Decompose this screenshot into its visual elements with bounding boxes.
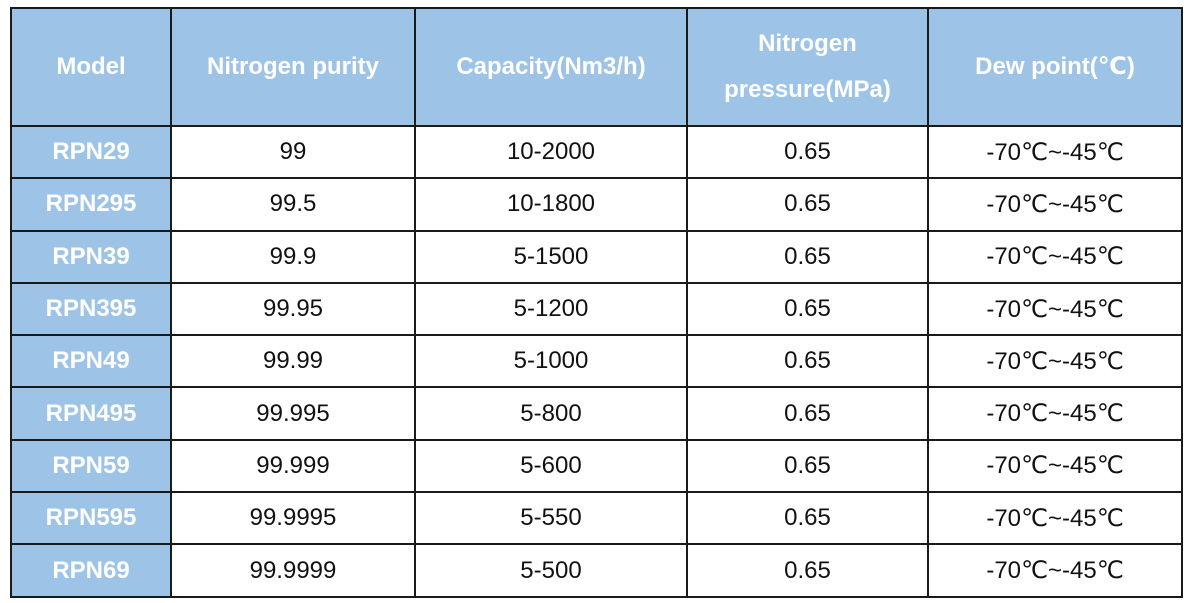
cell-nitrogen-pressure: 0.65 [686,229,929,284]
table-row: RPN59 99.999 5-600 0.65 -70℃~-45℃ [10,438,1183,494]
cell-capacity: 10-1800 [414,177,688,232]
cell-capacity: 5-1000 [414,334,688,389]
header-nitrogen-pressure: Nitrogen pressure(MPa) [686,7,929,127]
cell-model: RPN69 [10,543,172,598]
table-row: RPN29 99 10-2000 0.65 -70℃~-45℃ [10,124,1183,180]
cell-capacity: 5-550 [414,491,688,546]
cell-nitrogen-pressure: 0.65 [686,177,929,232]
cell-dew-point: -70℃~-45℃ [927,124,1183,180]
cell-model: RPN29 [10,124,172,180]
cell-dew-point: -70℃~-45℃ [927,386,1183,441]
cell-model: RPN595 [10,491,172,546]
header-dew-point: Dew point(℃) [927,7,1183,127]
cell-dew-point: -70℃~-45℃ [927,438,1183,494]
cell-nitrogen-purity: 99.9 [170,229,416,284]
cell-nitrogen-purity: 99.999 [170,438,416,494]
cell-nitrogen-pressure: 0.65 [686,438,929,494]
cell-nitrogen-pressure: 0.65 [686,491,929,546]
cell-nitrogen-pressure: 0.65 [686,386,929,441]
cell-model: RPN395 [10,281,172,337]
cell-nitrogen-pressure: 0.65 [686,124,929,180]
table-row: RPN395 99.95 5-1200 0.65 -70℃~-45℃ [10,281,1183,337]
header-model: Model [10,7,172,127]
cell-nitrogen-purity: 99.9995 [170,491,416,546]
cell-model: RPN59 [10,438,172,494]
cell-nitrogen-purity: 99.99 [170,334,416,389]
nitrogen-spec-table: Model Nitrogen purity Capacity(Nm3/h) Ni… [10,7,1183,598]
cell-model: RPN39 [10,229,172,284]
cell-dew-point: -70℃~-45℃ [927,229,1183,284]
cell-capacity: 5-1200 [414,281,688,337]
header-capacity: Capacity(Nm3/h) [414,7,688,127]
cell-dew-point: -70℃~-45℃ [927,334,1183,389]
table-row: RPN49 99.99 5-1000 0.65 -70℃~-45℃ [10,334,1183,389]
cell-dew-point: -70℃~-45℃ [927,177,1183,232]
cell-model: RPN295 [10,177,172,232]
cell-capacity: 10-2000 [414,124,688,180]
table-row: RPN495 99.995 5-800 0.65 -70℃~-45℃ [10,386,1183,441]
table-row: RPN69 99.9999 5-500 0.65 -70℃~-45℃ [10,543,1183,598]
header-nitrogen-purity: Nitrogen purity [170,7,416,127]
table-row: RPN595 99.9995 5-550 0.65 -70℃~-45℃ [10,491,1183,546]
cell-model: RPN49 [10,334,172,389]
cell-nitrogen-pressure: 0.65 [686,281,929,337]
cell-nitrogen-pressure: 0.65 [686,334,929,389]
table-row: RPN295 99.5 10-1800 0.65 -70℃~-45℃ [10,177,1183,232]
table-body: RPN29 99 10-2000 0.65 -70℃~-45℃ RPN295 99.5 10-… [10,124,1183,598]
cell-capacity: 5-800 [414,386,688,441]
cell-nitrogen-purity: 99.9999 [170,543,416,598]
cell-capacity: 5-600 [414,438,688,494]
cell-dew-point: -70℃~-45℃ [927,543,1183,598]
cell-capacity: 5-1500 [414,229,688,284]
cell-nitrogen-purity: 99.5 [170,177,416,232]
table-row: RPN39 99.9 5-1500 0.65 -70℃~-45℃ [10,229,1183,284]
cell-nitrogen-purity: 99.995 [170,386,416,441]
cell-nitrogen-purity: 99.95 [170,281,416,337]
cell-capacity: 5-500 [414,543,688,598]
cell-nitrogen-purity: 99 [170,124,416,180]
cell-model: RPN495 [10,386,172,441]
header-row: Model Nitrogen purity Capacity(Nm3/h) Ni… [10,7,1183,127]
cell-nitrogen-pressure: 0.65 [686,543,929,598]
cell-dew-point: -70℃~-45℃ [927,281,1183,337]
table-header: Model Nitrogen purity Capacity(Nm3/h) Ni… [10,7,1183,127]
cell-dew-point: -70℃~-45℃ [927,491,1183,546]
